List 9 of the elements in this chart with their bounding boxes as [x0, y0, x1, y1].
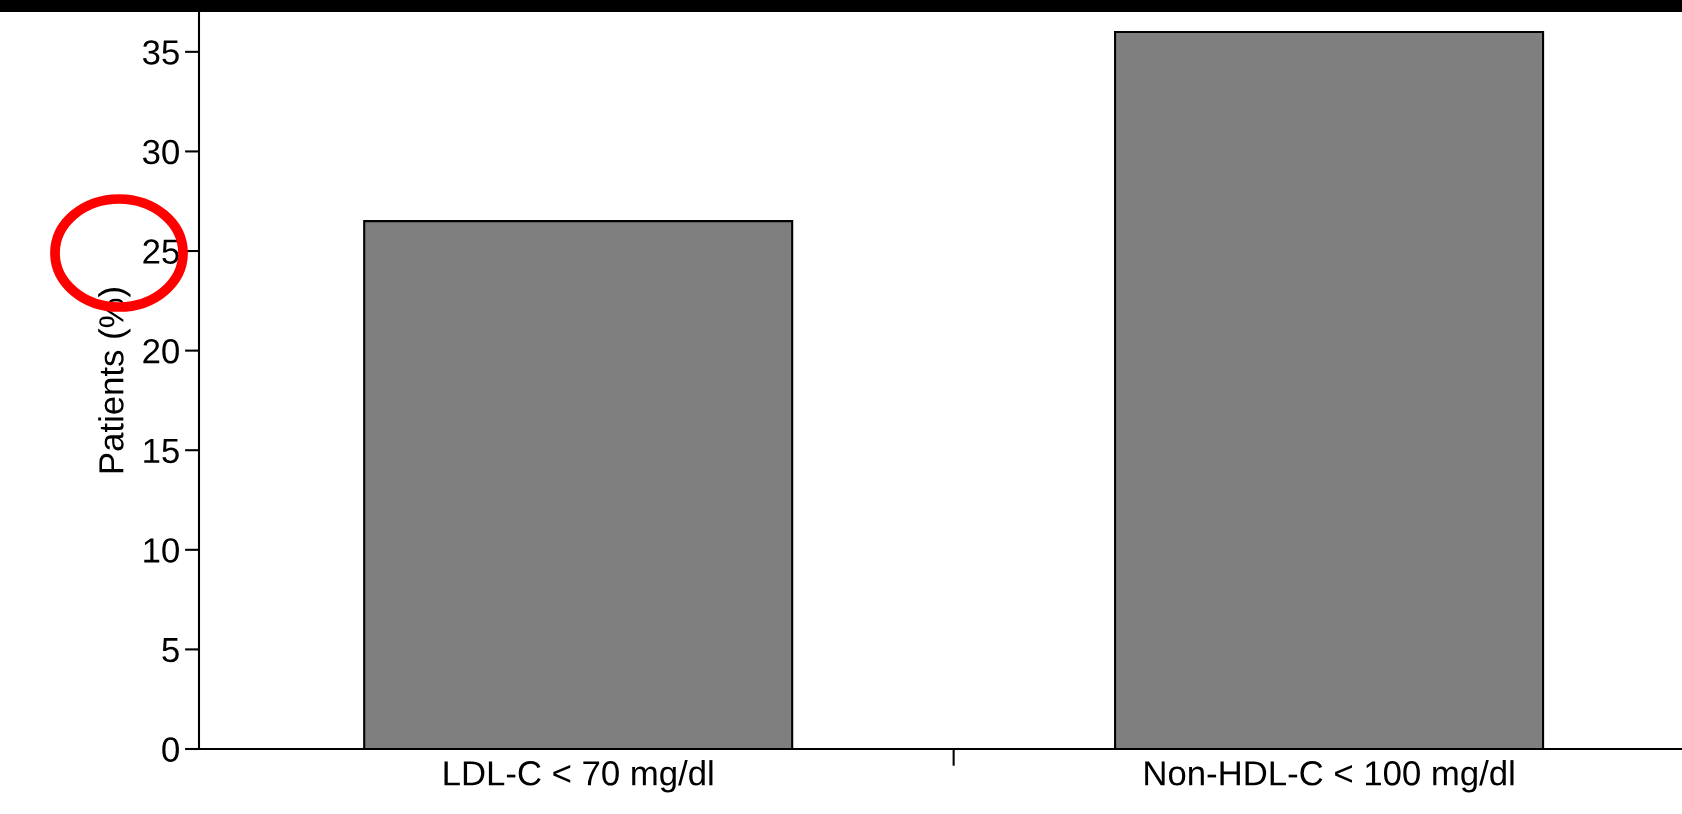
x-tick-label: LDL-C < 70 mg/dl: [444, 760, 713, 793]
y-tick-label: 30: [142, 139, 179, 165]
y-tick-label: 10: [144, 538, 179, 563]
y-tick-label: 20: [143, 338, 179, 364]
y-tick-label: 5: [162, 638, 179, 663]
y-tick-label: 15: [144, 438, 179, 464]
y-tick-label: 35: [142, 40, 179, 65]
y-tick-label: 0: [162, 737, 179, 762]
x-tick-label: Non-HDL-C < 100 mg/dl: [1145, 760, 1514, 793]
